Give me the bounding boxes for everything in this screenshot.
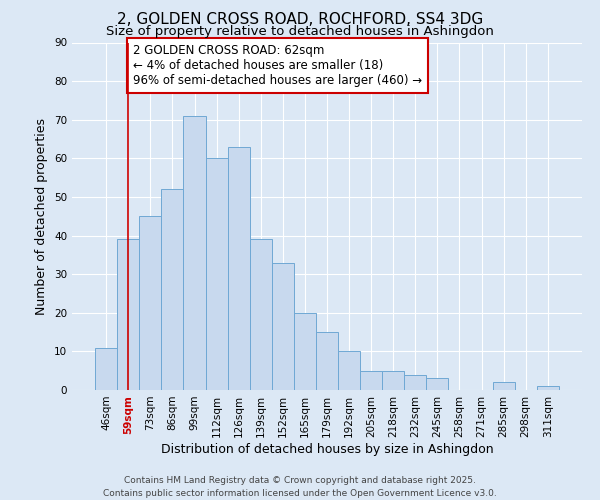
Bar xyxy=(139,216,161,390)
Bar xyxy=(117,240,139,390)
Bar xyxy=(206,158,227,390)
Bar xyxy=(294,313,316,390)
Text: 2, GOLDEN CROSS ROAD, ROCHFORD, SS4 3DG: 2, GOLDEN CROSS ROAD, ROCHFORD, SS4 3DG xyxy=(117,12,483,28)
Bar xyxy=(95,348,117,390)
Bar xyxy=(382,370,404,390)
Bar xyxy=(161,189,184,390)
Text: 2 GOLDEN CROSS ROAD: 62sqm
← 4% of detached houses are smaller (18)
96% of semi-: 2 GOLDEN CROSS ROAD: 62sqm ← 4% of detac… xyxy=(133,44,422,87)
Bar xyxy=(227,147,250,390)
Bar xyxy=(360,370,382,390)
Text: Contains HM Land Registry data © Crown copyright and database right 2025.
Contai: Contains HM Land Registry data © Crown c… xyxy=(103,476,497,498)
Bar xyxy=(272,262,294,390)
Bar xyxy=(316,332,338,390)
Bar xyxy=(250,240,272,390)
Text: Size of property relative to detached houses in Ashingdon: Size of property relative to detached ho… xyxy=(106,25,494,38)
Bar xyxy=(537,386,559,390)
Bar xyxy=(338,352,360,390)
Bar xyxy=(493,382,515,390)
Y-axis label: Number of detached properties: Number of detached properties xyxy=(35,118,49,315)
Bar xyxy=(404,374,427,390)
Bar xyxy=(427,378,448,390)
X-axis label: Distribution of detached houses by size in Ashingdon: Distribution of detached houses by size … xyxy=(161,442,493,456)
Bar xyxy=(184,116,206,390)
